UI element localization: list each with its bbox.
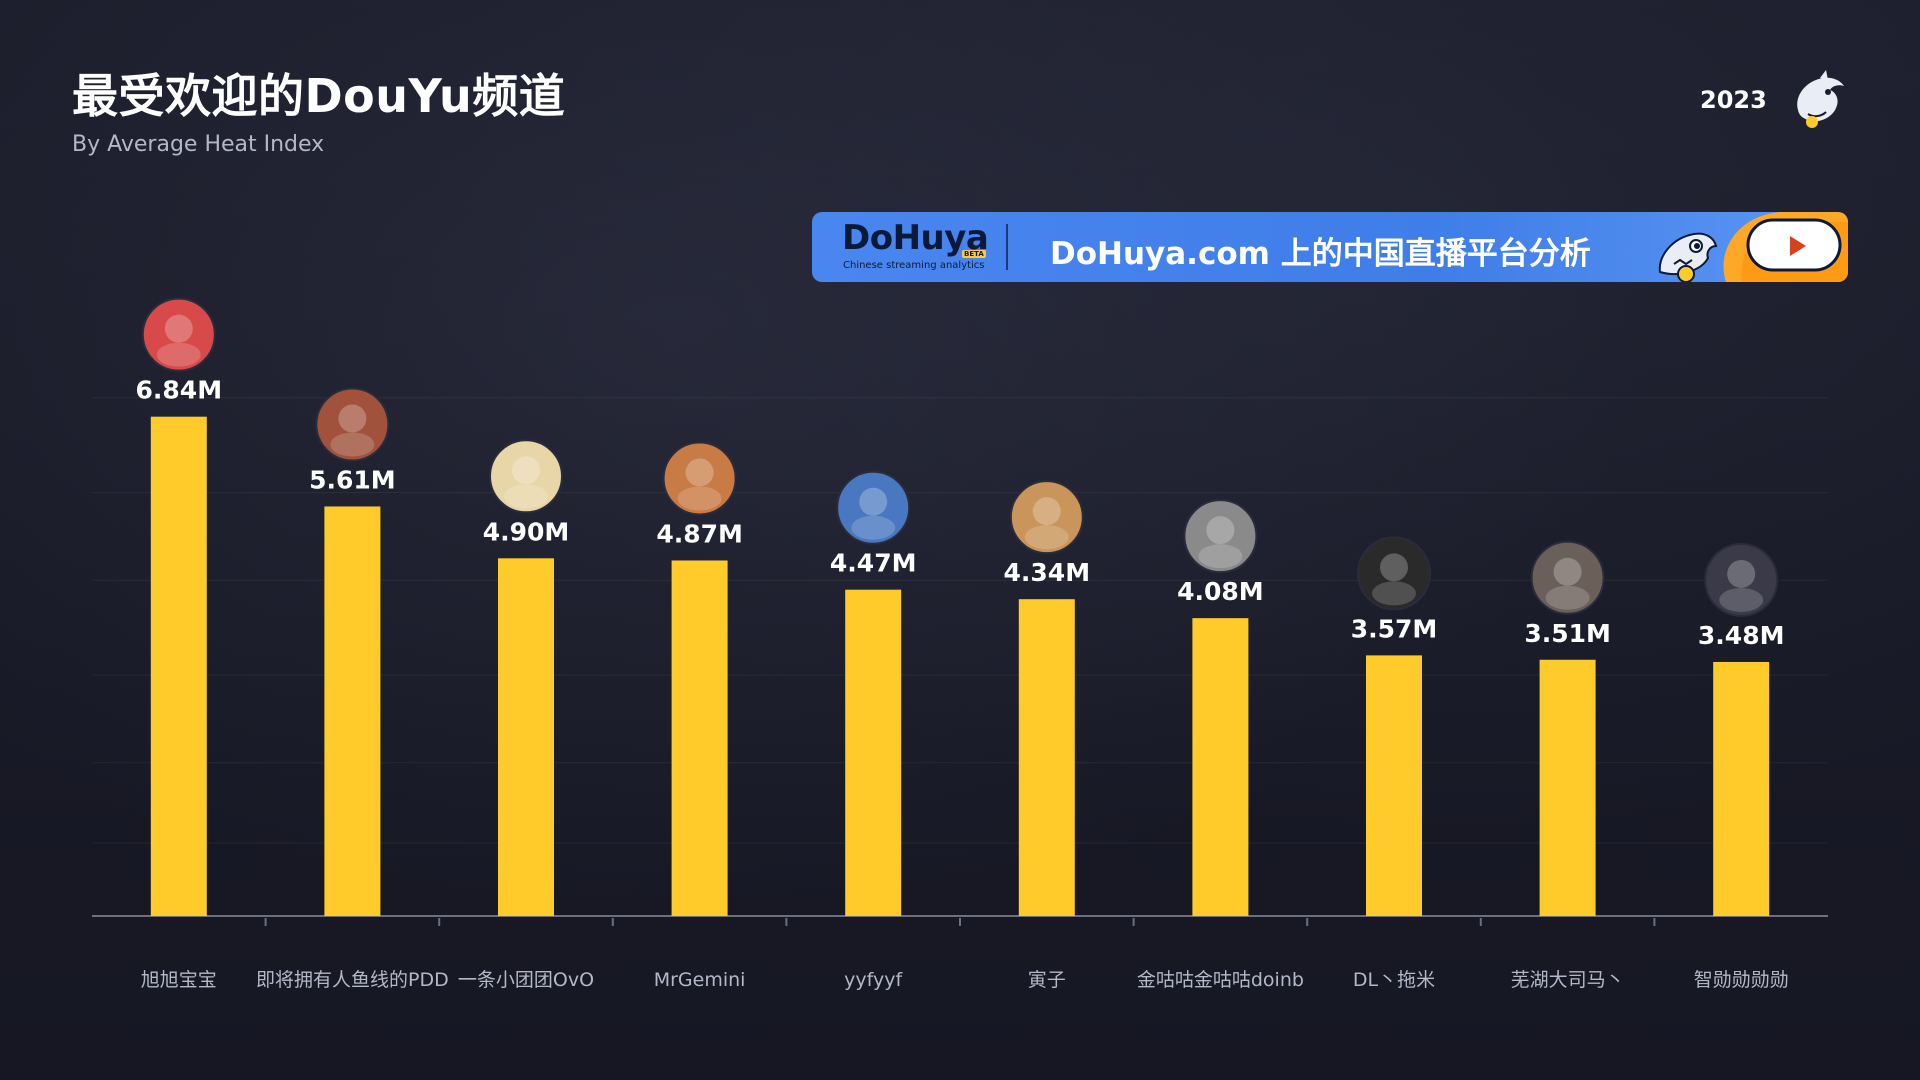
data-label: 3.51M xyxy=(1524,619,1611,648)
data-label: 4.08M xyxy=(1177,577,1264,606)
bar xyxy=(150,416,207,916)
avatar-shark-hat-icon xyxy=(836,470,911,545)
bar xyxy=(845,589,902,916)
avatar-dog-nose-icon xyxy=(1357,536,1431,611)
bar xyxy=(1018,599,1075,916)
avatar-hamster-icon xyxy=(1009,480,1084,555)
avatar-anime-girl-icon xyxy=(489,439,563,514)
banner-headline: DoHuya.com 上的中国直播平台分析 xyxy=(1050,236,1591,272)
bar xyxy=(1713,661,1770,916)
bar xyxy=(671,560,728,916)
category-label: yyfyyf xyxy=(844,969,903,991)
bar xyxy=(324,506,381,916)
chart-title: 最受欢迎的DouYu频道 xyxy=(72,69,566,123)
bar xyxy=(1539,659,1596,916)
data-label: 4.90M xyxy=(483,517,570,546)
avatar-man-dark-icon xyxy=(1704,542,1779,617)
category-label: 芜湖大司马丶 xyxy=(1511,969,1625,991)
category-label: 一条小团团OvO xyxy=(458,969,594,991)
data-label: 6.84M xyxy=(136,376,223,405)
category-label: 即将拥有人鱼线的PDD xyxy=(256,969,449,991)
year-label: 2023 xyxy=(1700,86,1767,114)
banner-tagline: Chinese streaming analytics xyxy=(843,260,985,271)
avatar-blushing-face-icon xyxy=(141,297,216,372)
data-label: 5.61M xyxy=(309,465,396,494)
promo-banner[interactable]: DoHuya BETA Chinese streaming analytics … xyxy=(812,212,1848,282)
category-label: 智勋勋勋勋 xyxy=(1694,969,1789,991)
shark-and-tiger-mascot-icon xyxy=(1658,212,1848,282)
category-label: 金咕咕金咕咕doinb xyxy=(1137,969,1304,991)
bar xyxy=(1192,618,1249,916)
banner-divider xyxy=(1006,224,1008,270)
avatar-muscle-torso-icon xyxy=(315,387,390,462)
avatar-anime-boy-icon xyxy=(662,441,737,516)
shark-mascot-icon xyxy=(1797,70,1844,128)
chart-subtitle: By Average Heat Index xyxy=(72,132,325,157)
category-label: DL丶拖米 xyxy=(1353,969,1435,991)
banner-beta-badge: BETA xyxy=(962,250,986,258)
category-label: 寅子 xyxy=(1028,969,1066,991)
data-label: 4.47M xyxy=(830,549,917,578)
avatar-man-suit-icon xyxy=(1530,540,1605,615)
data-label: 4.87M xyxy=(656,519,743,548)
category-label: MrGemini xyxy=(654,969,746,991)
bar xyxy=(498,558,554,916)
data-label: 4.34M xyxy=(1004,558,1091,587)
category-label: 旭旭宝宝 xyxy=(141,969,217,991)
avatar-person-photo-icon xyxy=(1183,499,1258,574)
bar xyxy=(1366,655,1422,916)
data-label: 3.48M xyxy=(1698,621,1785,650)
data-label: 3.57M xyxy=(1351,614,1438,643)
